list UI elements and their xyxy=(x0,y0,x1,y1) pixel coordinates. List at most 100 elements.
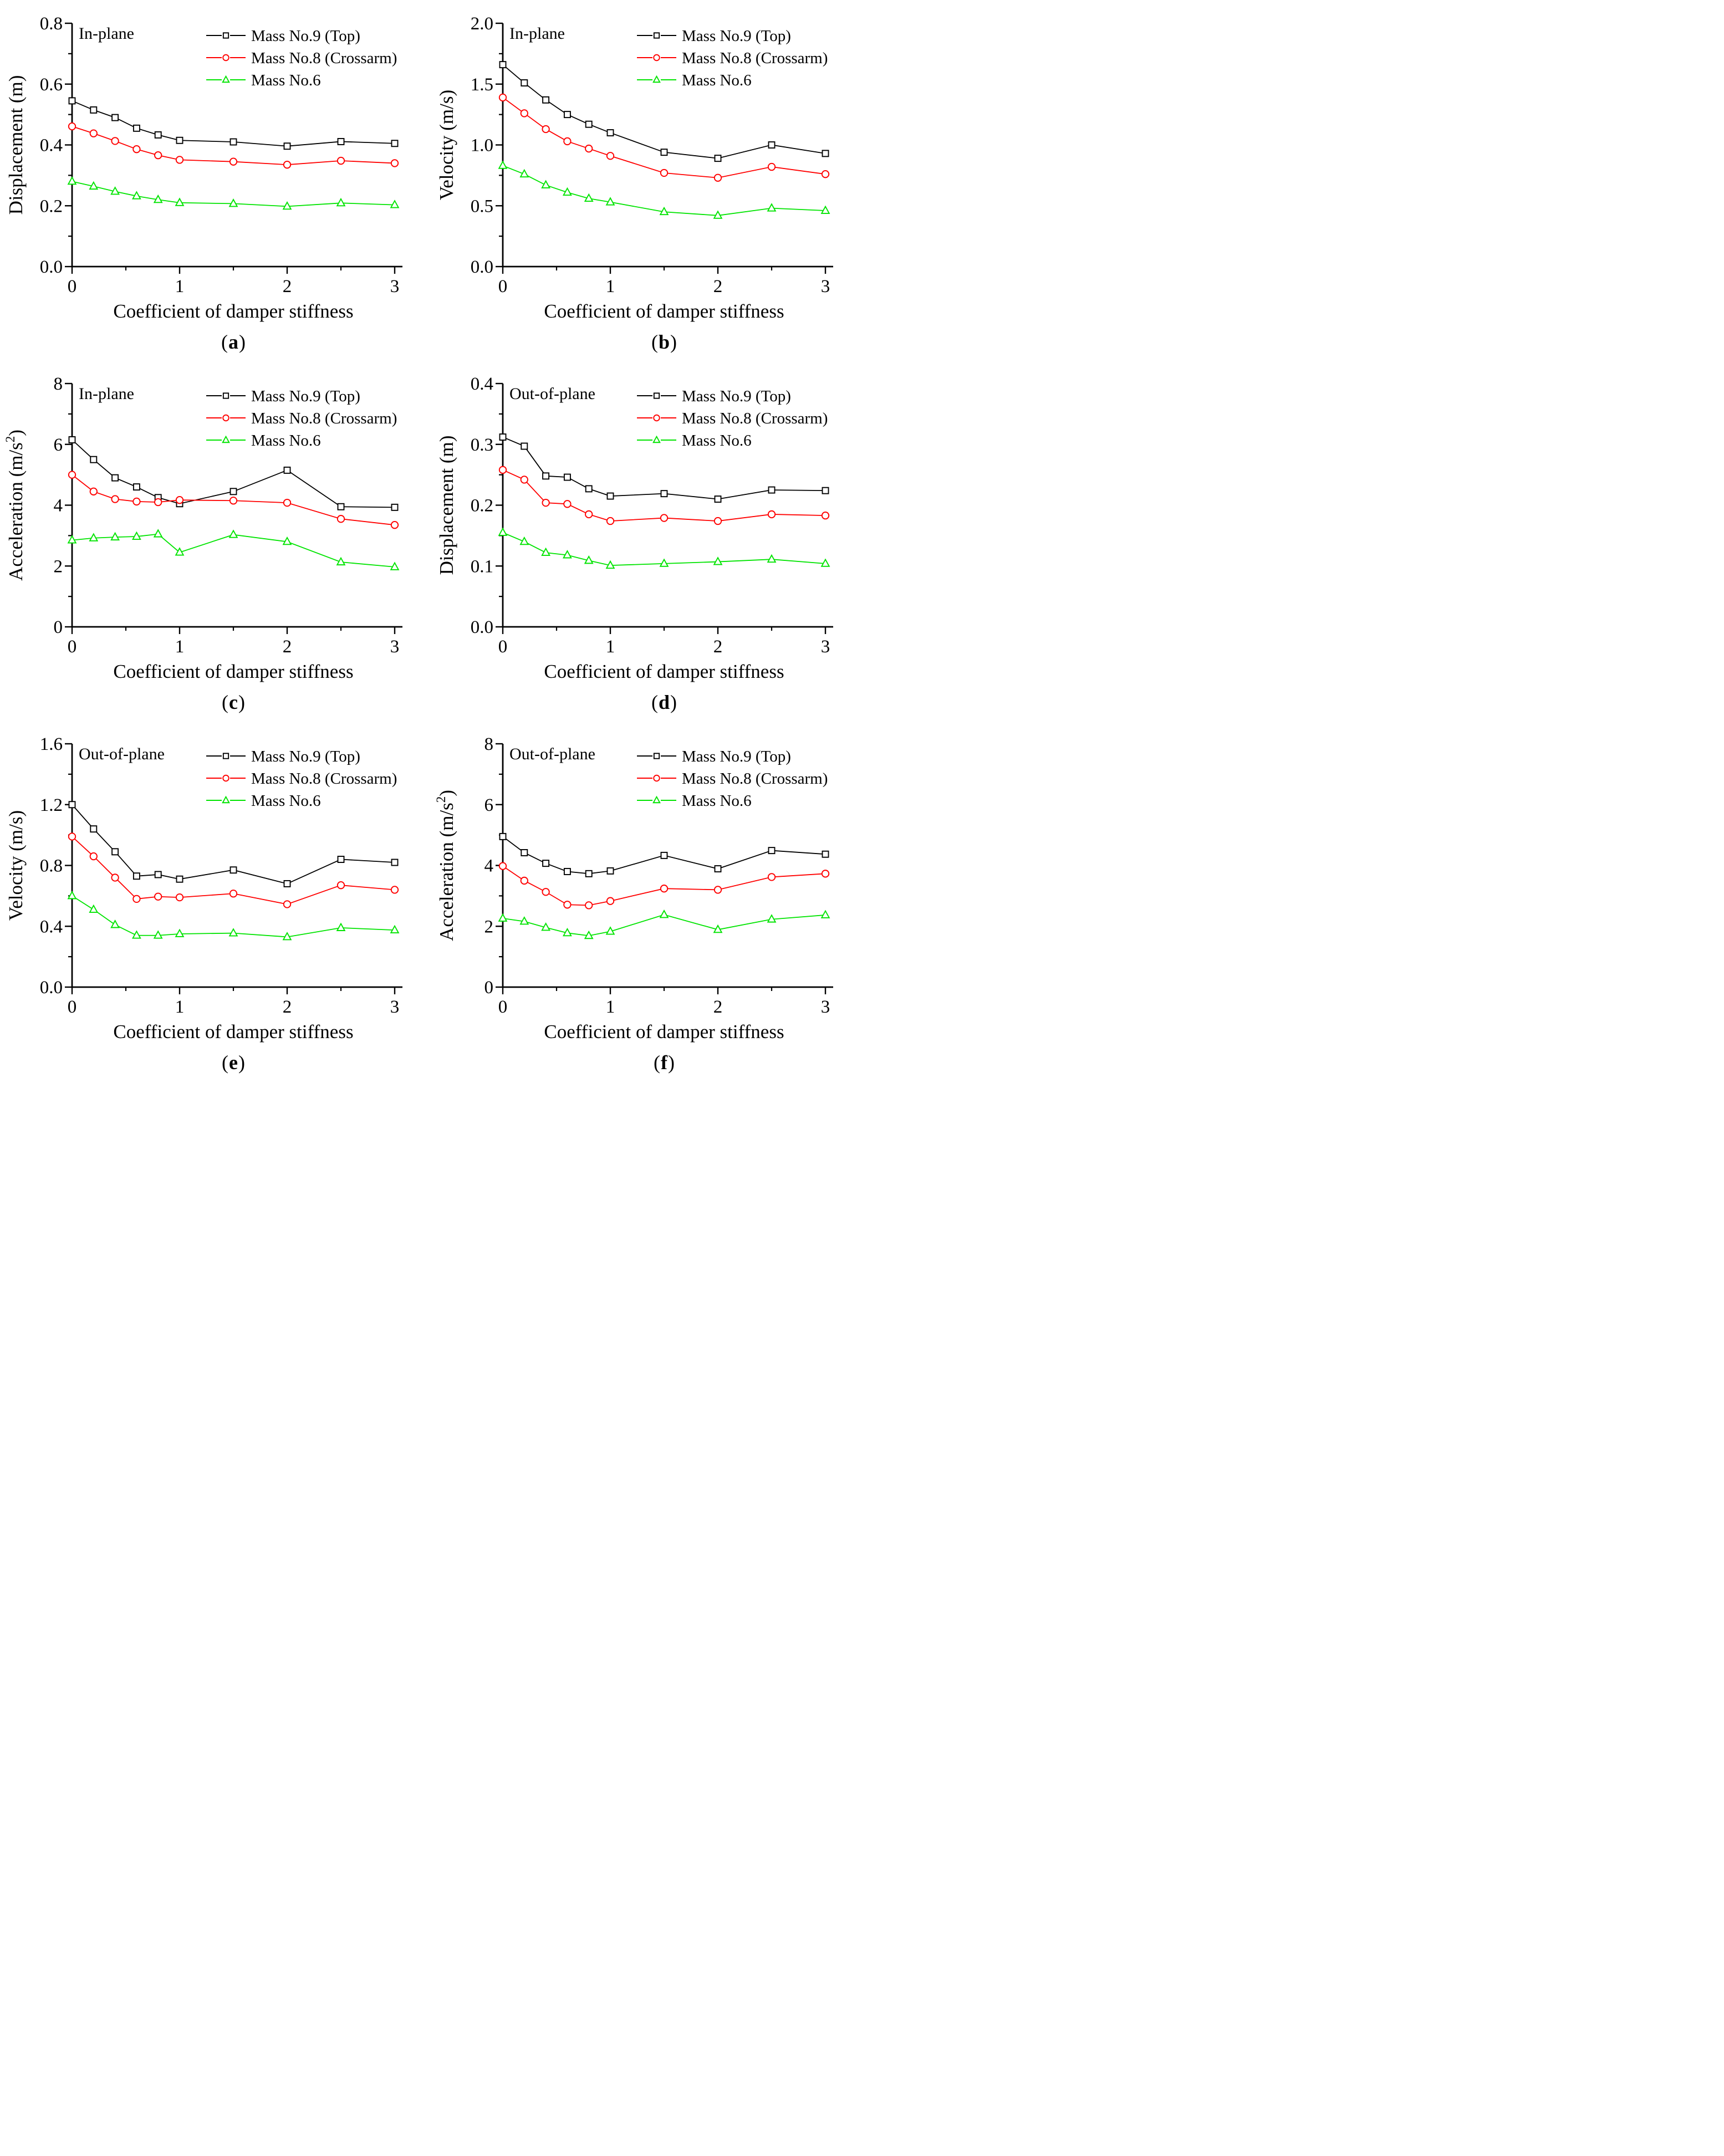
data-point-square xyxy=(337,856,345,863)
data-point-triangle xyxy=(519,168,529,178)
data-point-circle xyxy=(542,125,550,134)
data-point-circle xyxy=(229,890,238,898)
data-point-square xyxy=(283,880,291,887)
data-point-triangle xyxy=(153,930,163,939)
legend-label: Mass No.6 xyxy=(251,432,321,449)
data-point-square xyxy=(521,79,528,87)
data-point-square xyxy=(585,870,593,877)
legend-entry: Mass No.6 xyxy=(206,71,321,89)
data-point-triangle xyxy=(131,191,141,200)
data-point-circle xyxy=(336,156,345,165)
series-line-square xyxy=(502,64,826,159)
data-point-circle xyxy=(390,886,399,894)
y-tick-label: 4 xyxy=(484,856,494,876)
legend-marker-triangle xyxy=(652,435,661,443)
data-point-square xyxy=(563,111,571,119)
series-line-circle xyxy=(502,865,826,906)
caption-a: (a) xyxy=(18,330,449,354)
data-point-circle xyxy=(713,517,722,525)
legend-entry: Mass No.6 xyxy=(637,432,752,449)
x-tick-label: 3 xyxy=(821,277,830,297)
legend-entry: Mass No.8 (Crossarm) xyxy=(637,49,828,67)
x-tick-label: 2 xyxy=(713,277,723,297)
data-point-square xyxy=(337,503,345,510)
data-point-triangle xyxy=(562,550,572,559)
series-line-circle xyxy=(72,126,395,166)
y-tick-label: 0.5 xyxy=(471,196,493,216)
legend-entry: Mass No.9 (Top) xyxy=(637,387,791,405)
data-point-circle xyxy=(563,901,572,909)
data-point-square xyxy=(391,859,399,866)
x-axis-title: Coefficient of damper stiffness xyxy=(113,1021,353,1043)
y-tick-label: 0.4 xyxy=(40,136,63,156)
x-tick-label: 3 xyxy=(390,637,400,657)
data-point-square xyxy=(714,865,722,872)
data-point-square xyxy=(822,150,829,157)
data-point-square xyxy=(229,138,237,146)
data-point-square xyxy=(822,487,829,494)
data-point-circle xyxy=(767,873,776,881)
y-tick-label: 1.5 xyxy=(471,75,493,95)
data-point-square xyxy=(90,456,98,463)
data-point-circle xyxy=(520,476,528,484)
data-point-square xyxy=(822,850,829,858)
legend-label: Mass No.6 xyxy=(251,71,321,89)
y-axis-title: Velocity (m/s) xyxy=(5,810,27,921)
y-tick-label: 0.0 xyxy=(40,978,63,998)
x-tick-label: 2 xyxy=(283,277,292,297)
data-point-circle xyxy=(68,122,76,131)
legend-marker-square xyxy=(653,753,660,759)
caption-paren-close: ) xyxy=(239,331,246,353)
data-point-triangle xyxy=(131,930,141,939)
y-axis-title: Displacement (m) xyxy=(5,75,27,215)
data-point-triangle xyxy=(89,904,99,913)
legend-label: Mass No.6 xyxy=(682,432,752,449)
caption-c: (c) xyxy=(18,691,449,714)
y-tick-label: 2 xyxy=(484,917,494,937)
caption-paren-open: ( xyxy=(221,331,228,353)
data-point-square xyxy=(68,436,76,443)
legend-entry: Mass No.8 (Crossarm) xyxy=(637,770,828,788)
data-point-square xyxy=(768,141,776,149)
data-point-circle xyxy=(520,876,528,885)
data-point-square xyxy=(111,114,119,121)
series-line-square xyxy=(502,436,826,500)
data-point-square xyxy=(499,61,507,69)
x-tick-label: 3 xyxy=(390,997,400,1017)
plane-annotation: In-plane xyxy=(79,24,134,43)
data-point-triangle xyxy=(153,194,163,203)
data-point-circle xyxy=(660,514,669,522)
data-point-triangle xyxy=(541,547,551,556)
caption-letter: d xyxy=(658,691,671,713)
data-point-triangle xyxy=(336,556,346,566)
data-point-circle xyxy=(132,497,141,506)
data-point-circle xyxy=(498,466,507,474)
data-point-square xyxy=(660,851,668,859)
series-line-square xyxy=(502,836,826,875)
plane-annotation: Out-of-plane xyxy=(79,745,165,763)
data-point-circle xyxy=(821,512,830,520)
data-point-triangle xyxy=(519,536,529,545)
data-point-circle xyxy=(821,870,830,878)
y-tick-label: 1.6 xyxy=(40,734,63,754)
data-point-circle xyxy=(606,517,615,525)
data-point-triangle xyxy=(605,197,615,206)
data-point-triangle xyxy=(89,181,99,190)
legend-marker-circle xyxy=(653,54,660,62)
legend-label: Mass No.6 xyxy=(682,792,752,810)
data-point-triangle xyxy=(659,206,669,216)
data-point-circle xyxy=(660,885,669,893)
data-point-triangle xyxy=(498,527,508,536)
y-tick-label: 0.0 xyxy=(471,257,493,277)
x-tick-label: 2 xyxy=(713,997,723,1017)
data-point-circle xyxy=(336,881,345,890)
data-point-square xyxy=(542,860,550,867)
legend-label: Mass No.9 (Top) xyxy=(682,27,791,45)
data-point-triangle xyxy=(767,914,777,923)
x-tick-label: 2 xyxy=(713,637,723,657)
legend-marker-square xyxy=(222,392,229,399)
data-point-square xyxy=(606,492,614,500)
x-tick-label: 1 xyxy=(175,997,185,1017)
plane-annotation: Out-of-plane xyxy=(509,385,595,403)
plane-annotation: In-plane xyxy=(509,24,565,43)
